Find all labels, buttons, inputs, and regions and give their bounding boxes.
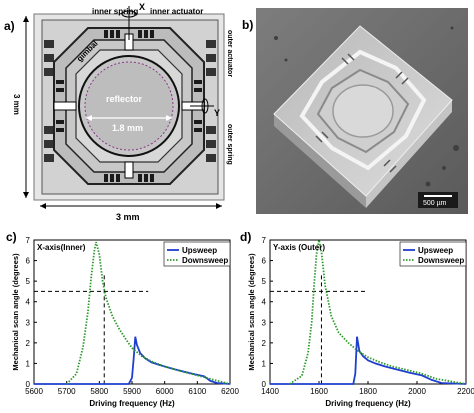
chart-0-ytick-label: 0 [26, 380, 31, 389]
chart-1-ytick-label: 1 [262, 359, 267, 368]
chart-1-series-upsweep-line [270, 336, 467, 385]
sem-image: 500 µm [256, 8, 468, 214]
chart-0-xtick-label: 6100 [188, 387, 206, 396]
x-axis-label: X [139, 2, 145, 12]
chart-0-xtick-label: 6000 [156, 387, 174, 396]
outer-actuator-label: outer actuator [226, 30, 233, 77]
chart-1-series-downsweep-line [289, 239, 467, 385]
chart-0-legend-label-upsweep: Upsweep [182, 246, 217, 255]
x-axis-response-chart: 5600 5700 5800 5900 6000 6100 6200 0 1 2 3 4 5 6 7 X-ax… [0, 228, 240, 408]
reflector-label: reflector [106, 94, 143, 104]
chart-1-xtick-label: 2200 [457, 387, 474, 396]
inner-actuator-label: inner actuator [150, 7, 203, 16]
sem-reflector [332, 84, 394, 138]
chart-0-series-upsweep-line [34, 336, 231, 385]
right-pads [206, 40, 216, 162]
chart-1-ytick-label: 6 [262, 257, 267, 266]
left-pads [44, 40, 54, 162]
chart-0-ytick-label: 6 [26, 257, 31, 266]
chart-1-ytick-label: 3 [262, 318, 267, 327]
outer-spring-left [53, 101, 77, 111]
chart-0-ylabel: Mechanical scan angle (degrees) [11, 253, 20, 371]
chart-1-title: Y-axis (Outer) [273, 243, 325, 252]
chart-0-xtick-label: 5900 [123, 387, 141, 396]
chart-0-ytick-label: 3 [26, 318, 31, 327]
sem-micrograph-figure: 500 µm b) [242, 8, 468, 214]
device-layout-drawing: a) inner spring X inner actuator gimbal … [4, 2, 233, 222]
chart-1-ytick-label: 5 [262, 277, 267, 286]
chart-1-xtick-label: 2000 [408, 387, 426, 396]
panel-b-label: b) [242, 18, 254, 32]
chart-d-svg: 1400 1600 1800 2000 2200 0 1 2 3 4 5 6 7 Y-axis (Oute… [247, 236, 474, 408]
chart-1-legend-box [399, 241, 467, 267]
chart-1-ylabel: Mechanical scan angle (degrees) [247, 253, 256, 371]
panel-c-label: c) [6, 230, 17, 244]
chart-0-ytick-label: 4 [26, 298, 31, 307]
chart-0-xtick-label: 5600 [25, 387, 43, 396]
chart-0-title: X-axis(Inner) [37, 243, 86, 252]
chart-1-ytick-label: 2 [262, 339, 267, 348]
chart-1-legend-label-upsweep: Upsweep [418, 246, 453, 255]
reflector-size-label: 1.8 mm [112, 123, 143, 133]
width-dimension-label: 3 mm [116, 212, 140, 222]
chart-0-legend-label-downsweep: Downsweep [182, 256, 228, 265]
chart-1-xtick-label: 1600 [310, 387, 328, 396]
chart-1-xtick-label: 1400 [261, 387, 279, 396]
chart-0-series-downsweep-line [66, 241, 231, 385]
chart-0-legend-box [163, 241, 231, 267]
chart-0-xtick-label: 6200 [221, 387, 239, 396]
chart-1-legend-label-downsweep: Downsweep [418, 256, 464, 265]
chart-1-ytick-label: 0 [262, 380, 267, 389]
scale-bar-label: 500 µm [423, 200, 447, 207]
panel-a-label: a) [4, 19, 15, 33]
chart-0-xtick-label: 5800 [90, 387, 108, 396]
height-dimension-label: 3 mm [12, 94, 21, 115]
y-axis-response-chart: 1400 1600 1800 2000 2200 0 1 2 3 4 5 6 7 Y-axis (Oute… [238, 228, 474, 408]
chart-1-ytick-label: 7 [262, 236, 267, 245]
chart-1-ytick-label: 4 [262, 298, 267, 307]
inner-spring-bottom [124, 161, 134, 179]
chart-0-ytick-label: 1 [26, 359, 31, 368]
device-layout-figure: a) inner spring X inner actuator gimbal … [0, 0, 240, 224]
chart-0-ytick-label: 5 [26, 277, 31, 286]
chart-c-svg: 5600 5700 5800 5900 6000 6100 6200 0 1 2 3 4 5 6 7 X-ax… [11, 236, 239, 408]
chart-1-xtick-label: 1800 [359, 387, 377, 396]
chart-0-ytick-label: 7 [26, 236, 31, 245]
chart-0-xtick-label: 5700 [58, 387, 76, 396]
panel-d-label: d) [240, 230, 252, 244]
outer-spring-label: outer spring [226, 124, 233, 165]
chart-0-ytick-label: 2 [26, 339, 31, 348]
chart-0-xlabel: Driving frequency (Hz) [89, 399, 175, 408]
inner-spring-label: inner spring [92, 7, 138, 16]
chart-1-xlabel: Driving frequency (Hz) [325, 399, 411, 408]
comb-actuators [56, 30, 202, 182]
y-axis-label: Y [214, 108, 220, 118]
